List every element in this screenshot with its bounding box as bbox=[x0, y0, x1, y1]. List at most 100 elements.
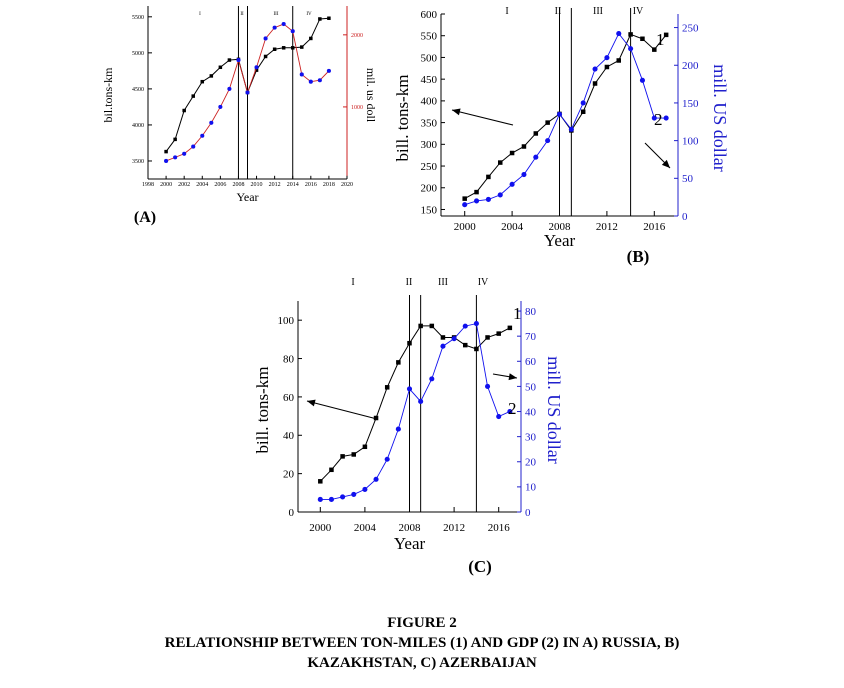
series-2-point bbox=[272, 25, 277, 30]
series-2-point bbox=[580, 100, 586, 106]
x-tick-label: 2004 bbox=[354, 522, 377, 534]
series-2-point bbox=[299, 72, 304, 77]
series-2-point bbox=[639, 77, 645, 83]
series-1-point bbox=[429, 323, 435, 329]
series-1-point bbox=[474, 346, 479, 352]
series-1-point bbox=[407, 340, 412, 346]
series-1-point bbox=[272, 47, 277, 51]
series-1-point bbox=[309, 36, 313, 41]
series-2-point bbox=[497, 192, 503, 198]
series-1-point bbox=[182, 108, 186, 113]
series-2-point bbox=[651, 115, 657, 121]
series-2-point bbox=[568, 126, 574, 132]
series-1-point bbox=[173, 137, 177, 142]
y-tick-label-right: 100 bbox=[682, 135, 699, 147]
series-2-point bbox=[218, 104, 223, 109]
series-2-point bbox=[474, 198, 480, 204]
y-tick-label-right: 50 bbox=[682, 173, 694, 185]
series-2-point bbox=[485, 383, 491, 389]
series-2-point bbox=[485, 196, 491, 202]
series-1-point bbox=[474, 189, 479, 195]
series-2-point bbox=[328, 496, 335, 502]
figure-number: FIGURE 2 bbox=[387, 615, 457, 631]
series-label: 2 bbox=[508, 399, 517, 418]
series-1-point bbox=[592, 81, 598, 86]
series-2-point bbox=[290, 29, 295, 34]
y-tick-label-left: 400 bbox=[421, 96, 438, 108]
series-1-point bbox=[498, 160, 503, 165]
y-tick-label-left: 200 bbox=[421, 183, 438, 195]
chart-kazakhstan: 2000 2004 2008 2012 201615020025030035040045… bbox=[393, 6, 730, 266]
y-tick-label-right: 70 bbox=[525, 331, 537, 343]
y-tick-label-right: 1000 bbox=[351, 105, 363, 111]
series-2-point bbox=[462, 323, 468, 329]
series-1-point bbox=[384, 385, 390, 390]
y-tick-label-right: 0 bbox=[682, 211, 688, 223]
series-2-point bbox=[281, 21, 286, 27]
figure-caption-line-1: RELATIONSHIP BETWEEN TON-MILES (1) AND G… bbox=[164, 635, 680, 651]
series-2-point bbox=[209, 120, 214, 125]
period-label: IV bbox=[478, 277, 489, 288]
period-label: II bbox=[240, 12, 244, 17]
y-tick-label-left: 500 bbox=[421, 52, 438, 64]
y-tick-label-left: 450 bbox=[421, 74, 438, 86]
series-2-point bbox=[496, 413, 502, 420]
series-2-point bbox=[406, 386, 413, 392]
series-2-point bbox=[616, 31, 622, 37]
series-2-point bbox=[556, 111, 563, 117]
annotation-arrow bbox=[451, 109, 514, 126]
series-1-point bbox=[604, 64, 610, 70]
series-2-point bbox=[663, 115, 669, 121]
series-2-line bbox=[464, 32, 667, 206]
series-1-point bbox=[463, 342, 468, 348]
x-tick-label: 2008 bbox=[232, 182, 244, 188]
series-2-point bbox=[245, 90, 250, 95]
y-tick-label-left: 250 bbox=[421, 161, 438, 173]
x-tick-label: 2008 bbox=[399, 522, 422, 534]
period-label: I bbox=[351, 277, 354, 288]
y-tick-label-right: 80 bbox=[525, 306, 537, 318]
y-tick-label-left: 150 bbox=[421, 204, 438, 216]
x-tick-label: 2016 bbox=[305, 182, 317, 188]
panel-label: (C) bbox=[468, 557, 492, 576]
y-tick-label-left: 3500 bbox=[132, 159, 144, 165]
series-2-point bbox=[521, 171, 527, 178]
y-axis-title-left: bill. tons-km bbox=[393, 75, 412, 162]
series-label: 1 bbox=[513, 304, 522, 323]
series-2-point bbox=[395, 426, 401, 432]
x-tick-label: 2008 bbox=[549, 221, 572, 233]
y-tick-label-left: 40 bbox=[283, 430, 295, 442]
series-2-point bbox=[384, 456, 390, 462]
series-2-point bbox=[592, 66, 598, 72]
series-2-point bbox=[254, 65, 259, 70]
period-label: III bbox=[593, 6, 603, 17]
series-2-point bbox=[373, 476, 379, 482]
y-tick-label-left: 5000 bbox=[132, 51, 144, 57]
annotation-arrowhead bbox=[661, 159, 670, 168]
series-1-point bbox=[263, 54, 268, 59]
x-tick-label: 2020 bbox=[341, 182, 353, 188]
series-1-point bbox=[486, 174, 491, 180]
series-2-point bbox=[326, 68, 331, 73]
series-1-point bbox=[580, 109, 586, 114]
y-tick-label-right: 200 bbox=[682, 60, 699, 72]
series-1-point bbox=[362, 444, 368, 450]
y-tick-label-left: 0 bbox=[289, 507, 295, 519]
y-tick-label-right: 50 bbox=[525, 381, 537, 393]
x-tick-label: 2012 bbox=[443, 522, 465, 534]
series-1-line bbox=[464, 33, 667, 200]
annotation-arrow bbox=[306, 400, 378, 420]
period-label: III bbox=[438, 277, 448, 288]
x-tick-label: 2002 bbox=[178, 182, 190, 188]
x-tick-label: 2014 bbox=[287, 182, 299, 188]
period-label: IV bbox=[633, 6, 644, 17]
series-1-point bbox=[281, 46, 286, 50]
series-label: 2 bbox=[654, 110, 663, 129]
series-2-point bbox=[473, 321, 479, 327]
series-2-point bbox=[200, 133, 205, 138]
y-tick-label-right: 0 bbox=[525, 507, 531, 519]
y-axis-title-left: bill. tons-km bbox=[253, 367, 272, 454]
series-1-point bbox=[200, 79, 205, 84]
y-tick-label-right: 2000 bbox=[351, 33, 363, 39]
series-1-line bbox=[319, 325, 511, 482]
